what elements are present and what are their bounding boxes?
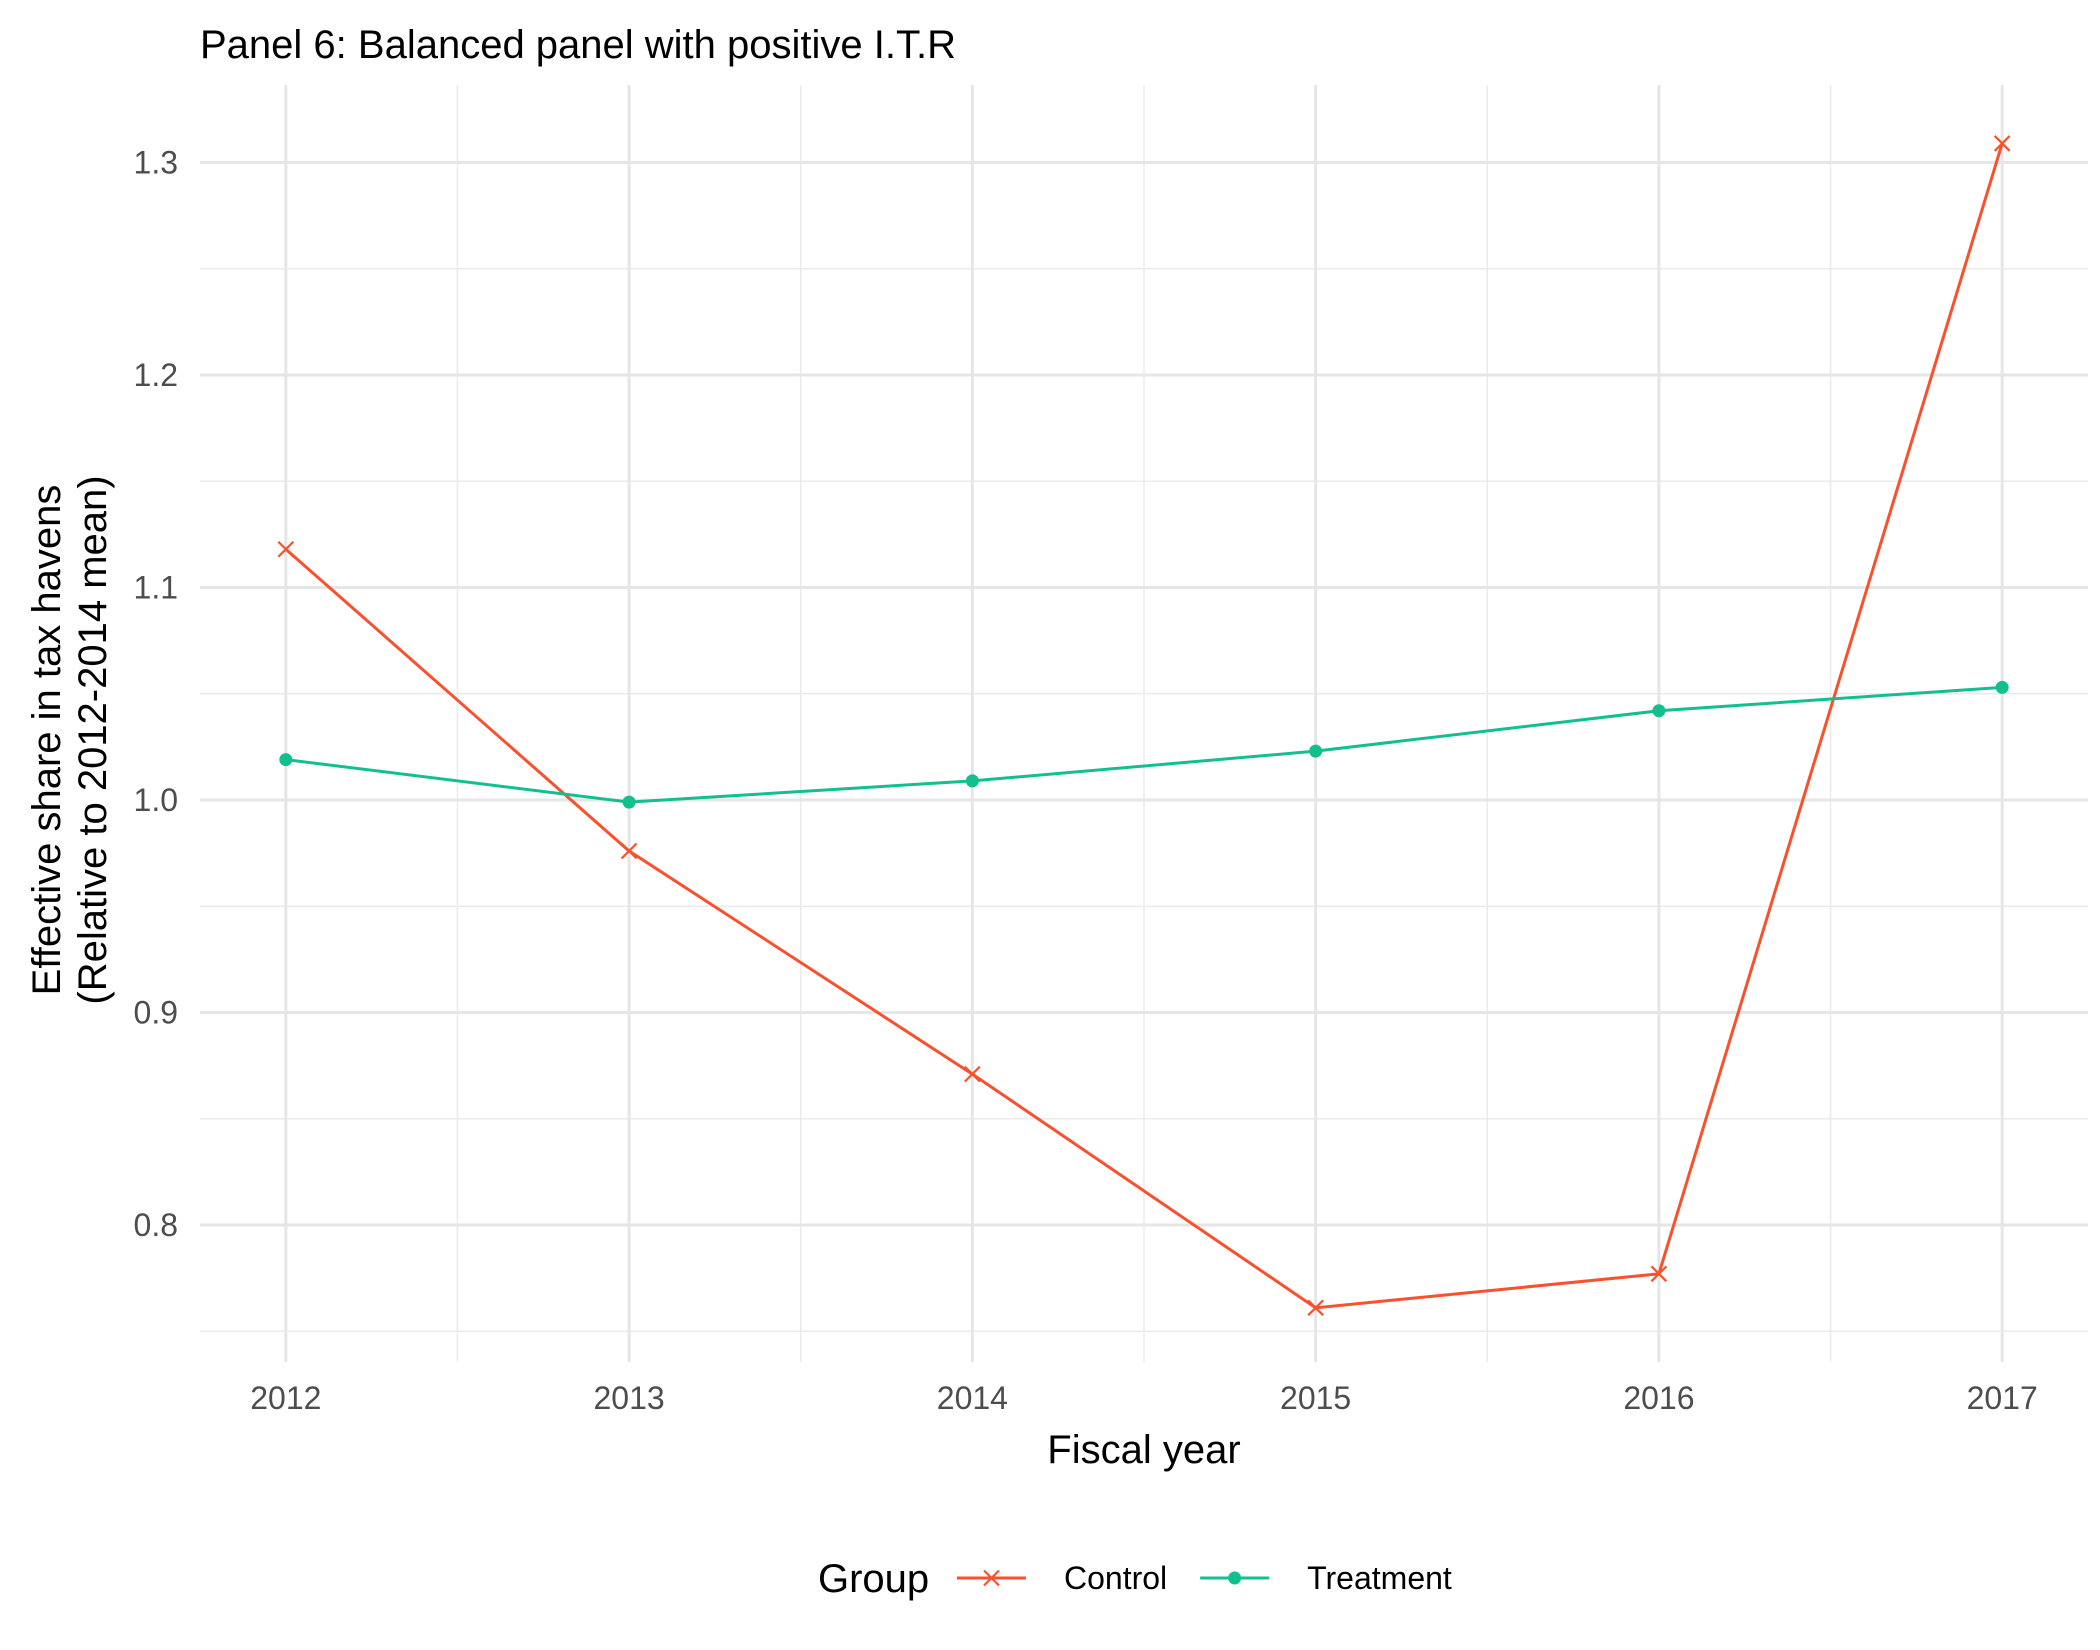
series-line-control (284, 142, 2004, 1310)
data-point-treatment (1309, 744, 1323, 758)
series-line-treatment (285, 685, 2003, 804)
x-axis-tick-labels: 2012 2013 2014 2015 2016 2017 (250, 1380, 2038, 1416)
data-point-treatment (279, 753, 293, 767)
legend-label-control: Control (1064, 1560, 1167, 1596)
series-control (277, 135, 2011, 1317)
y-axis-title: Effective share in tax havens (Relative … (25, 475, 115, 1004)
legend: Group Control Treatment (818, 1557, 1452, 1601)
gridlines (200, 85, 2088, 1362)
y-tick-label: 1.2 (134, 357, 178, 393)
x-tick-label: 2012 (250, 1380, 321, 1416)
chart-title: Panel 6: Balanced panel with positive I.… (200, 23, 956, 67)
data-point-control (1650, 1265, 1668, 1283)
y-axis-title-line-2: (Relative to 2012-2014 mean) (71, 475, 115, 1004)
y-tick-label: 0.8 (134, 1207, 178, 1243)
y-tick-label: 1.3 (134, 145, 178, 181)
data-point-control (1307, 1299, 1324, 1317)
x-tick-label: 2017 (1967, 1380, 2038, 1416)
y-tick-label: 0.9 (134, 994, 178, 1030)
data-point-control (964, 1065, 981, 1083)
x-tick-label: 2013 (593, 1380, 664, 1416)
y-tick-label: 1.1 (134, 570, 178, 606)
x-axis-title: Fiscal year (1047, 1428, 1240, 1472)
data-point-treatment (965, 774, 979, 788)
x-tick-label: 2015 (1280, 1380, 1351, 1416)
data-point-treatment (1995, 680, 2009, 694)
data-point-control (1993, 135, 2011, 152)
legend-item-control: Control (957, 1560, 1167, 1596)
legend-items: Control Treatment (957, 1560, 1452, 1596)
y-tick-label: 1.0 (134, 782, 178, 818)
data-point-control (277, 540, 295, 558)
legend-item-treatment: Treatment (1200, 1560, 1452, 1596)
data-series (277, 135, 2011, 1317)
data-point-treatment (622, 795, 636, 809)
legend-key-marker-treatment (1228, 1571, 1242, 1585)
series-treatment (279, 680, 2009, 809)
data-point-treatment (1652, 704, 1666, 718)
y-axis-tick-labels: 0.8 0.9 1.0 1.1 1.2 1.3 (134, 145, 178, 1243)
x-tick-label: 2016 (1623, 1380, 1694, 1416)
x-tick-label: 2014 (937, 1380, 1008, 1416)
data-point-control (620, 842, 638, 860)
legend-key-marker-control (983, 1569, 1000, 1587)
legend-title: Group (818, 1557, 929, 1601)
y-axis-title-line-1: Effective share in tax havens (25, 485, 69, 996)
legend-label-treatment: Treatment (1307, 1560, 1452, 1596)
